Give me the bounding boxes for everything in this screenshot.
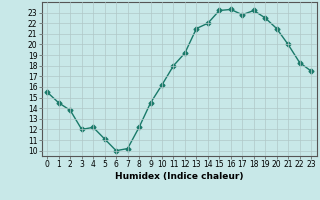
X-axis label: Humidex (Indice chaleur): Humidex (Indice chaleur): [115, 172, 244, 181]
